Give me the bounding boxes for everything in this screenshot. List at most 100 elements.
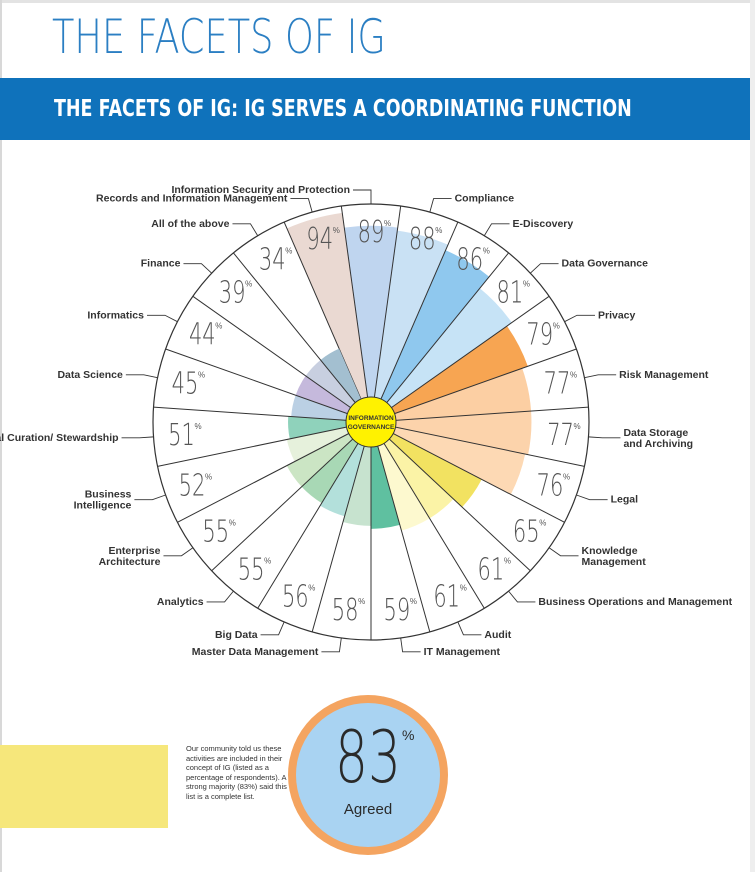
category-label: Records and Information Management xyxy=(96,193,288,205)
svg-text:76: 76 xyxy=(537,469,564,504)
pie-slice xyxy=(371,422,526,495)
slice-value-label: 86% xyxy=(456,243,489,278)
category-label: Informatics xyxy=(87,309,144,321)
category-label: Finance xyxy=(141,258,181,270)
category-label: Privacy xyxy=(598,309,636,321)
slice-divider xyxy=(211,421,372,572)
agreed-value: 83 xyxy=(335,715,401,799)
svg-text:51: 51 xyxy=(168,418,195,453)
slice-divider xyxy=(370,421,565,523)
category-label: Risk Management xyxy=(619,369,709,381)
svg-text:55: 55 xyxy=(202,515,229,550)
slice-divider xyxy=(370,205,402,423)
svg-text:%: % xyxy=(194,422,201,431)
label-leader xyxy=(508,590,536,603)
label-leader xyxy=(353,189,372,204)
svg-text:58: 58 xyxy=(332,594,359,629)
slice-value-label: 79% xyxy=(526,318,559,353)
svg-text:61: 61 xyxy=(433,580,460,615)
svg-text:%: % xyxy=(523,279,530,288)
slice-value-label: 61% xyxy=(433,580,466,615)
pie-slice xyxy=(371,288,512,422)
center-label: GOVERNANCE xyxy=(348,424,395,431)
svg-text:61: 61 xyxy=(478,553,505,588)
label-leader xyxy=(457,621,482,636)
category-label: IT Management xyxy=(424,646,501,658)
slice-divider xyxy=(370,406,589,423)
pie-slice xyxy=(301,422,371,504)
slice-value-label: 81% xyxy=(497,276,530,311)
category-label: Legal xyxy=(611,494,639,506)
slice-divider xyxy=(370,421,485,609)
svg-text:%: % xyxy=(553,322,560,331)
slice-divider xyxy=(153,406,372,423)
slice-divider xyxy=(370,421,531,572)
label-leader xyxy=(290,198,313,213)
svg-text:81: 81 xyxy=(497,276,524,311)
slice-value-label: 44% xyxy=(189,318,222,353)
slice-divider xyxy=(370,221,459,423)
svg-text:%: % xyxy=(570,370,577,379)
slice-divider xyxy=(233,252,372,423)
label-leader xyxy=(121,436,154,439)
svg-text:%: % xyxy=(308,583,315,592)
slice-value-label: 52% xyxy=(179,469,212,504)
top-border xyxy=(0,0,755,3)
slice-value-label: 56% xyxy=(282,580,315,615)
slice-divider xyxy=(257,421,372,609)
decorative-yellow-block xyxy=(0,745,168,828)
label-leader xyxy=(125,374,158,379)
svg-text:77: 77 xyxy=(547,418,574,453)
pie-slice xyxy=(286,422,371,487)
svg-text:%: % xyxy=(574,422,581,431)
pie-slice xyxy=(371,422,482,508)
category-label: Master Data Management xyxy=(192,646,319,658)
center-label: INFORMATION xyxy=(348,415,394,422)
category-label: All of the above xyxy=(151,218,229,230)
svg-text:79: 79 xyxy=(526,318,553,353)
slice-value-label: 39% xyxy=(219,276,252,311)
slice-divider xyxy=(370,421,431,633)
label-leader xyxy=(163,547,194,557)
pie-slice xyxy=(371,368,532,422)
svg-text:65: 65 xyxy=(513,515,540,550)
slice-divider xyxy=(340,205,372,423)
slice-value-label: 55% xyxy=(238,553,271,588)
agreed-label: Agreed xyxy=(343,801,393,818)
svg-text:%: % xyxy=(563,473,570,482)
label-leader xyxy=(584,374,617,379)
category-label: E-Discovery xyxy=(513,218,574,230)
section-banner: THE FACETS OF IG: IG SERVES A COORDINATI… xyxy=(0,78,750,140)
slice-value-label: 51% xyxy=(168,418,201,453)
category-label: Business Operations and Management xyxy=(538,596,732,608)
svg-text:%: % xyxy=(205,473,212,482)
slice-value-label: 77% xyxy=(544,367,577,402)
pie-slice xyxy=(320,422,371,517)
svg-text:%: % xyxy=(245,279,252,288)
slice-value-label: 45% xyxy=(172,367,205,402)
svg-text:%: % xyxy=(504,556,511,565)
slice-divider xyxy=(157,421,372,467)
slice-value-label: 88% xyxy=(409,222,442,257)
banner-title: THE FACETS OF IG: IG SERVES A COORDINATI… xyxy=(54,96,632,122)
agreed-ring: 83 % Agreed xyxy=(288,695,448,855)
svg-text:%: % xyxy=(435,226,442,235)
svg-text:34: 34 xyxy=(259,243,286,278)
slice-divider xyxy=(177,421,372,523)
svg-text:%: % xyxy=(460,583,467,592)
slice-value-label: 61% xyxy=(478,553,511,588)
category-label: Data Governance xyxy=(562,258,649,270)
pie-slice xyxy=(371,422,454,519)
agreed-disc: 83 % Agreed xyxy=(296,703,440,847)
slice-divider xyxy=(370,348,577,423)
label-leader xyxy=(429,198,452,213)
slice-value-label: 59% xyxy=(384,594,417,629)
label-leader xyxy=(576,494,608,501)
agreed-percent-sign: % xyxy=(402,727,415,743)
svg-text:45: 45 xyxy=(172,367,199,402)
label-leader xyxy=(530,263,559,274)
svg-text:%: % xyxy=(410,597,417,606)
label-leader xyxy=(206,590,234,603)
category-label: Digital Curation/ Stewardship xyxy=(0,432,119,444)
callout-note: Our community told us these activities a… xyxy=(186,744,287,801)
